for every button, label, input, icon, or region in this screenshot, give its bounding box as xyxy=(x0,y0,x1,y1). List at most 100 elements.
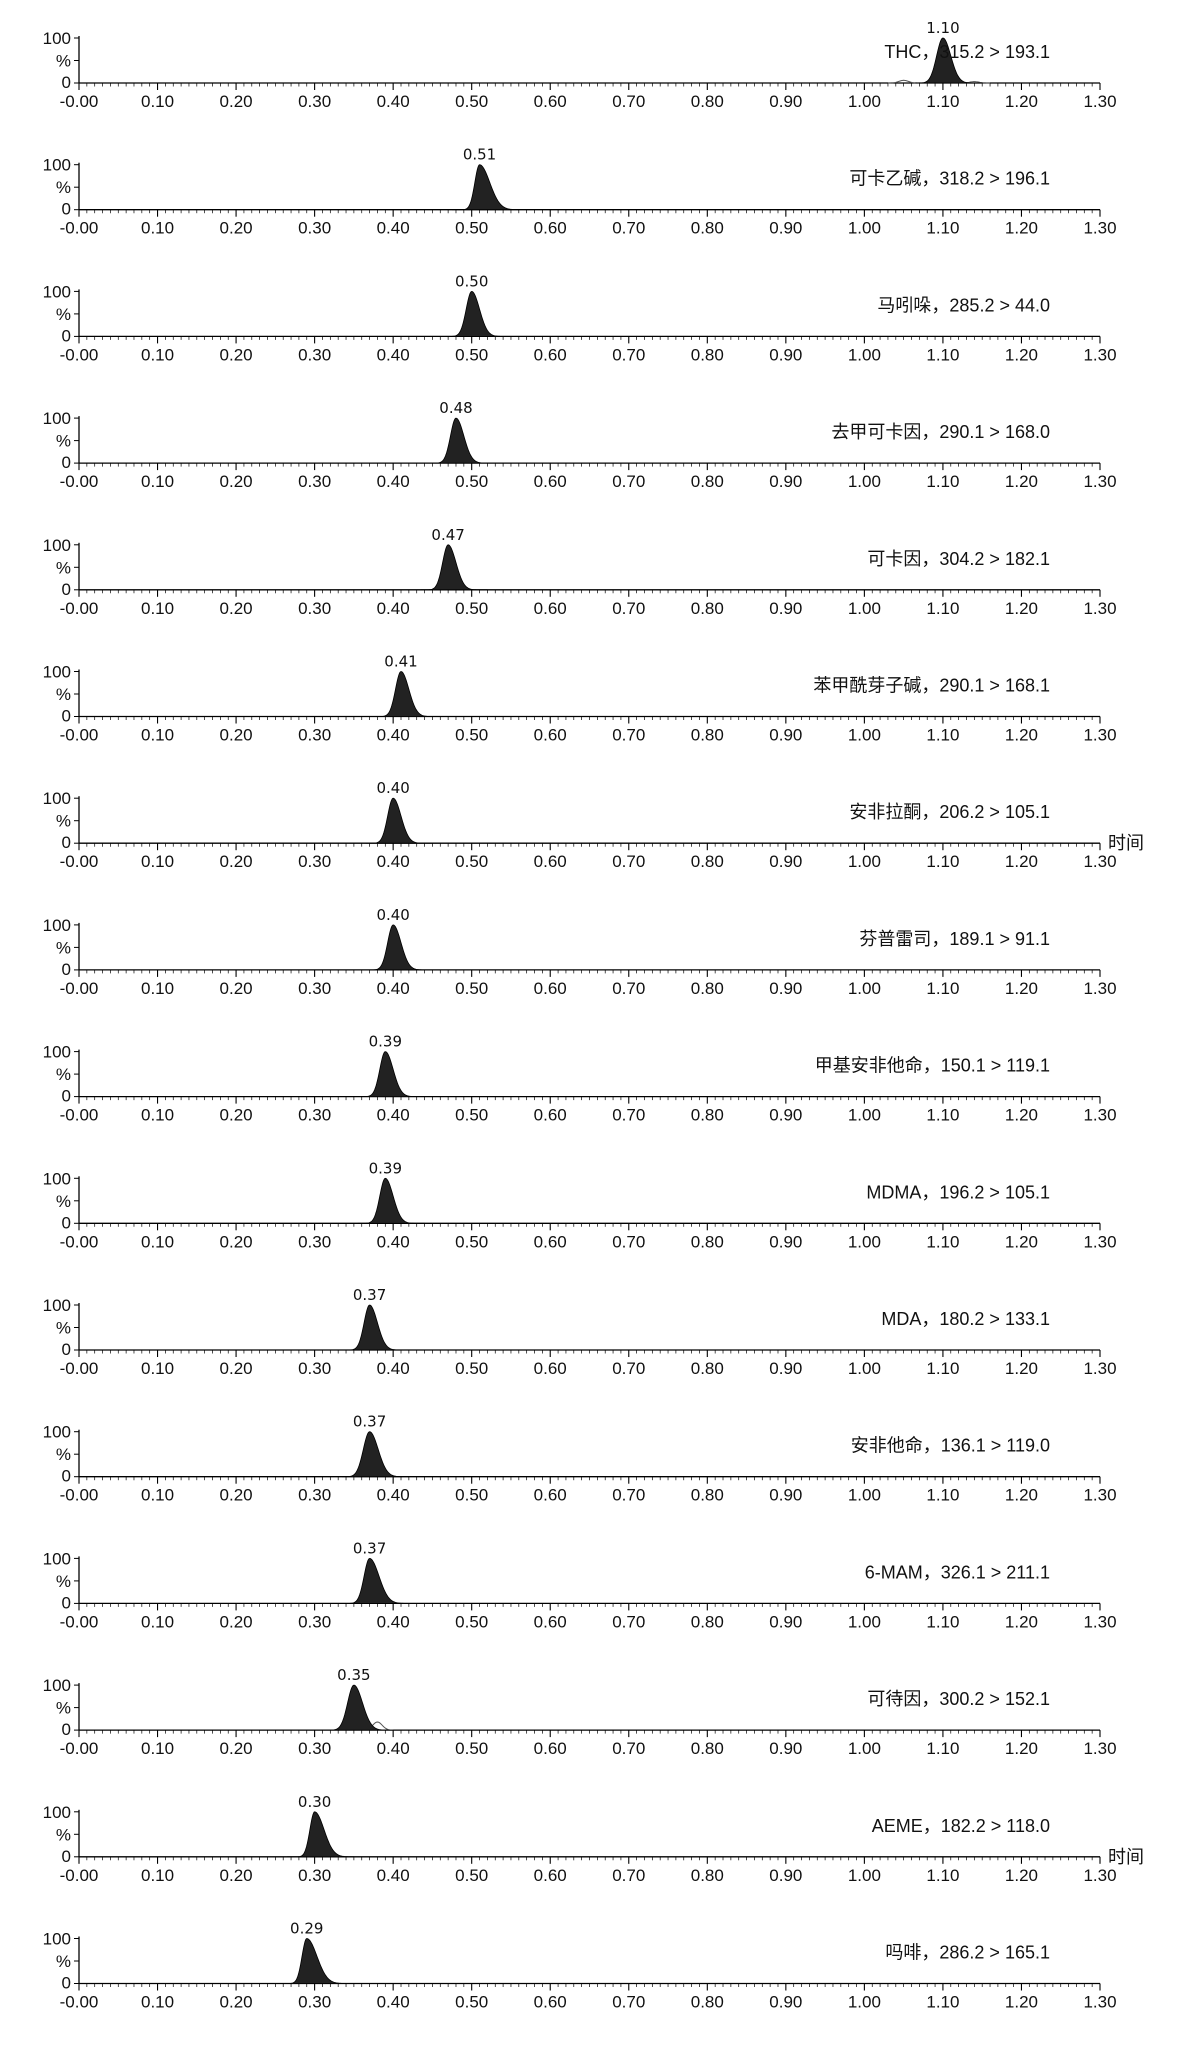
x-tick-label: 0.80 xyxy=(691,1106,724,1125)
x-tick-label: 0.60 xyxy=(534,1739,567,1758)
x-tick-label: 0.70 xyxy=(612,1993,645,2012)
x-tick-label: 1.10 xyxy=(926,1486,959,1505)
x-tick-label: 1.20 xyxy=(1005,1993,1038,2012)
peak-rt-label: 0.37 xyxy=(353,1539,386,1557)
x-tick-label: 0.40 xyxy=(377,726,410,745)
x-tick-label: 0.40 xyxy=(377,472,410,491)
x-tick-label: 1.00 xyxy=(848,1612,881,1631)
trace-label: 可待因，300.2 > 152.1 xyxy=(867,1689,1050,1709)
peak-rt-label: 0.37 xyxy=(353,1286,386,1304)
x-tick-label: 1.20 xyxy=(1005,599,1038,618)
x-tick-label: 1.10 xyxy=(926,345,959,364)
x-tick-label: 0.70 xyxy=(612,472,645,491)
x-tick-label: 0.70 xyxy=(612,1359,645,1378)
x-tick-label: 0.20 xyxy=(220,1993,253,2012)
chromatogram-panel-11: 100% 0-0.00 0.10 0.20 0.30 0.40 0.50 0.60 0.70 0.… xyxy=(43,1286,1117,1378)
x-tick-label: 0.70 xyxy=(612,852,645,871)
x-tick-label: 0.20 xyxy=(220,1232,253,1251)
x-tick-label: 0.80 xyxy=(691,1993,724,2012)
y-tick-label-zero: 0 xyxy=(62,326,71,345)
x-tick-label: 0.50 xyxy=(455,1232,488,1251)
x-tick-label: 0.30 xyxy=(298,472,331,491)
y-tick-label-max: 100 xyxy=(43,789,71,808)
x-tick-label: -0.00 xyxy=(60,1106,99,1125)
x-tick-label: 0.30 xyxy=(298,726,331,745)
x-tick-label: 0.40 xyxy=(377,852,410,871)
x-tick-label: 1.30 xyxy=(1083,599,1116,618)
x-tick-label: -0.00 xyxy=(60,472,99,491)
x-tick-label: 0.80 xyxy=(691,1232,724,1251)
x-tick-label: 0.30 xyxy=(298,1486,331,1505)
x-tick-label: 0.10 xyxy=(141,1739,174,1758)
peak-area xyxy=(915,37,983,84)
x-tick-label: 1.30 xyxy=(1083,979,1116,998)
x-tick-label: 0.50 xyxy=(455,726,488,745)
y-tick-label-max: 100 xyxy=(43,1043,71,1062)
x-tick-label: 1.20 xyxy=(1005,1486,1038,1505)
y-axis-unit-label: % xyxy=(56,52,71,71)
x-tick-label: 0.80 xyxy=(691,92,724,111)
x-tick-label: 0.80 xyxy=(691,1612,724,1631)
x-tick-label: 0.40 xyxy=(377,1866,410,1885)
x-tick-label: 0.90 xyxy=(769,472,802,491)
peak-area xyxy=(365,924,433,971)
x-tick-label: 0.50 xyxy=(455,852,488,871)
x-tick-label: 1.10 xyxy=(926,1866,959,1885)
x-tick-label: 0.50 xyxy=(455,219,488,238)
trace-label: MDMA，196.2 > 105.1 xyxy=(866,1182,1050,1202)
peak-rt-label: 0.47 xyxy=(431,526,464,544)
y-tick-label-zero: 0 xyxy=(62,1847,71,1866)
chromatogram-panel-16: 100% 0-0.00 0.10 0.20 0.30 0.40 0.50 0.60 0.70 0.… xyxy=(43,1920,1117,2012)
x-tick-label: 0.50 xyxy=(455,345,488,364)
peak-area xyxy=(452,164,519,211)
x-tick-label: 0.60 xyxy=(534,1866,567,1885)
y-axis-unit-label: % xyxy=(56,1825,71,1844)
y-axis-unit-label: % xyxy=(56,1319,71,1338)
x-tick-label: -0.00 xyxy=(60,1232,99,1251)
x-tick-label: -0.00 xyxy=(60,1739,99,1758)
trace-label: 去甲可卡因，290.1 > 168.0 xyxy=(831,422,1050,442)
x-tick-label: 0.30 xyxy=(298,219,331,238)
x-tick-label: 0.50 xyxy=(455,1106,488,1125)
x-tick-label: 1.20 xyxy=(1005,1866,1038,1885)
x-tick-label: -0.00 xyxy=(60,1612,99,1631)
x-tick-label: 0.40 xyxy=(377,92,410,111)
y-tick-label-max: 100 xyxy=(43,1549,71,1568)
x-tick-label: 0.90 xyxy=(769,599,802,618)
x-tick-label: 1.00 xyxy=(848,1486,881,1505)
x-tick-label: 0.70 xyxy=(612,979,645,998)
x-tick-label: 0.40 xyxy=(377,1359,410,1378)
x-tick-label: 0.10 xyxy=(141,1486,174,1505)
x-tick-label: 0.10 xyxy=(141,92,174,111)
x-tick-label: 0.30 xyxy=(298,1612,331,1631)
y-tick-label-zero: 0 xyxy=(62,707,71,726)
x-tick-label: 1.20 xyxy=(1005,1232,1038,1251)
chromatogram-panel-15: 100% 0-0.00 0.10 0.20 0.30 0.40 0.50 0.60 0.70 0.… xyxy=(43,1793,1144,1885)
x-tick-label: 0.20 xyxy=(220,219,253,238)
x-tick-label: 0.30 xyxy=(298,1106,331,1125)
chromatogram-panel-5: 100% 0-0.00 0.10 0.20 0.30 0.40 0.50 0.60 0.70 0.… xyxy=(43,526,1117,618)
y-tick-label-zero: 0 xyxy=(62,960,71,979)
x-tick-label: 0.80 xyxy=(691,726,724,745)
y-tick-label-max: 100 xyxy=(43,916,71,935)
x-tick-label: 0.60 xyxy=(534,1612,567,1631)
y-tick-label-max: 100 xyxy=(43,156,71,175)
x-tick-label: 0.90 xyxy=(769,1486,802,1505)
x-tick-label: 1.20 xyxy=(1005,726,1038,745)
secondary-peak xyxy=(887,79,920,84)
x-tick-label: 0.20 xyxy=(220,345,253,364)
x-tick-label: 0.30 xyxy=(298,979,331,998)
chromatogram-panel-7: 100% 0-0.00 0.10 0.20 0.30 0.40 0.50 0.60 0.70 0.… xyxy=(43,779,1144,871)
trace-label: 苯甲酰芽子碱，290.1 > 168.1 xyxy=(813,676,1050,696)
x-tick-label: 0.40 xyxy=(377,345,410,364)
x-tick-label: 1.00 xyxy=(848,1232,881,1251)
x-tick-label: 0.60 xyxy=(534,92,567,111)
x-tick-label: 1.30 xyxy=(1083,1993,1116,2012)
x-tick-label: 0.30 xyxy=(298,92,331,111)
chromatogram-panel-4: 100% 0-0.00 0.10 0.20 0.30 0.40 0.50 0.60 0.70 0.… xyxy=(43,399,1117,491)
x-tick-label: 1.10 xyxy=(926,92,959,111)
x-tick-label: 0.80 xyxy=(691,979,724,998)
x-tick-label: 0.40 xyxy=(377,1993,410,2012)
trace-label: 可卡因，304.2 > 182.1 xyxy=(867,549,1050,569)
x-tick-label: 1.10 xyxy=(926,1106,959,1125)
